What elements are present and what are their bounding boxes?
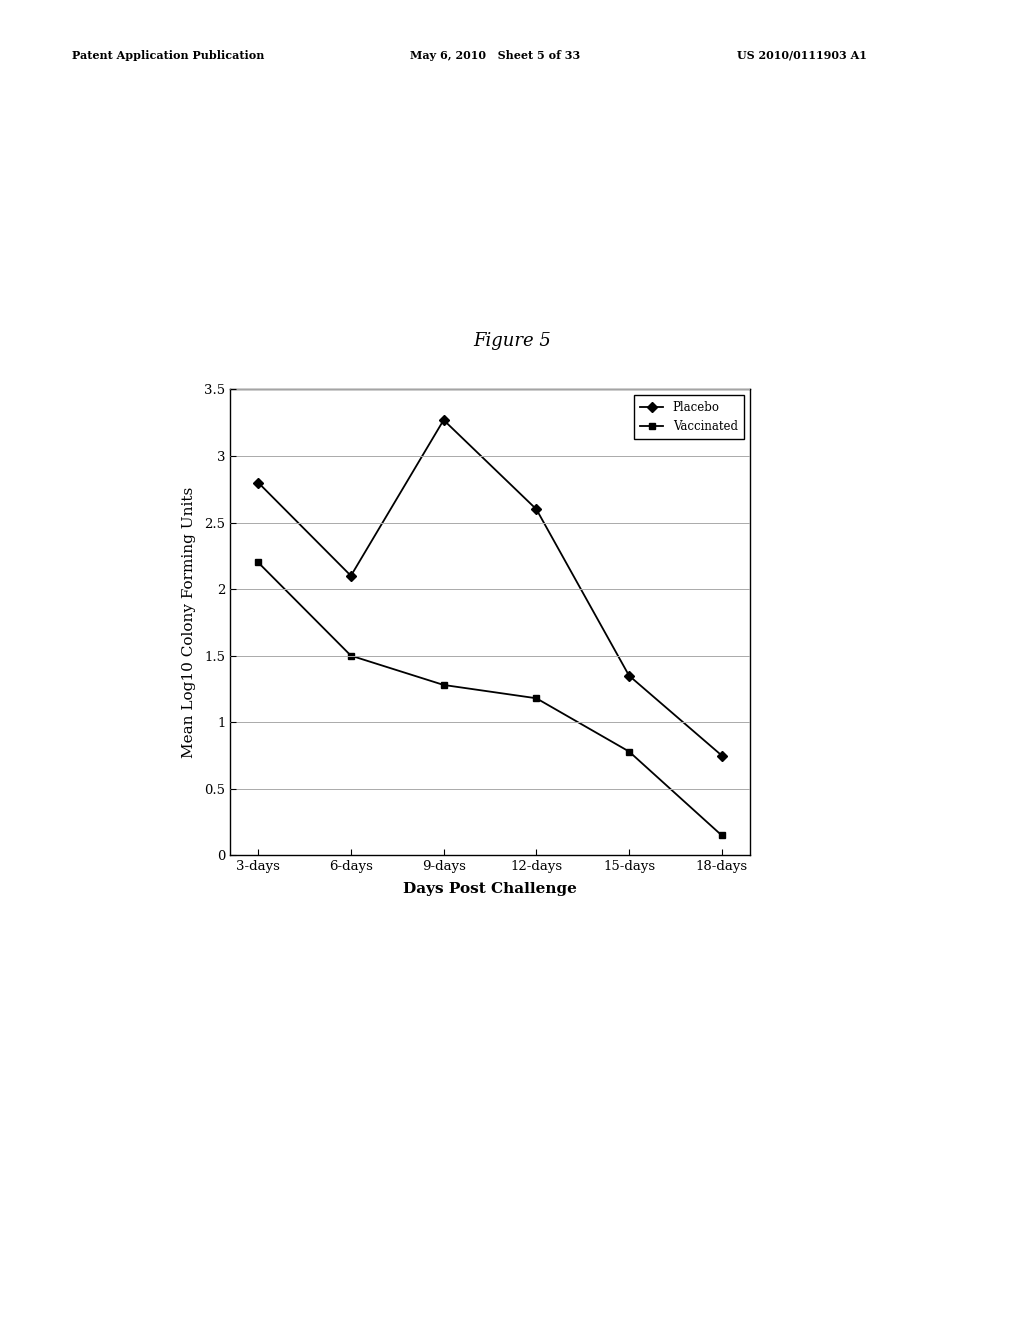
Placebo (345, 568, 357, 583)
Text: US 2010/0111903 A1: US 2010/0111903 A1 (737, 50, 867, 61)
Placebo (252, 475, 264, 491)
Vaccinated (345, 648, 357, 664)
Vaccinated (437, 677, 450, 693)
Placebo (716, 747, 728, 763)
Y-axis label: Mean Log10 Colony Forming Units: Mean Log10 Colony Forming Units (182, 487, 196, 758)
Text: Figure 5: Figure 5 (473, 331, 551, 350)
Line: Placebo: Placebo (255, 417, 725, 759)
Line: Vaccinated: Vaccinated (255, 558, 725, 840)
Placebo (437, 412, 450, 428)
Vaccinated (716, 828, 728, 843)
Legend: Placebo, Vaccinated: Placebo, Vaccinated (634, 395, 743, 440)
Placebo (530, 502, 543, 517)
Text: Patent Application Publication: Patent Application Publication (72, 50, 264, 61)
Vaccinated (530, 690, 543, 706)
X-axis label: Days Post Challenge: Days Post Challenge (403, 882, 577, 895)
Vaccinated (252, 554, 264, 570)
Vaccinated (623, 743, 635, 759)
Text: May 6, 2010   Sheet 5 of 33: May 6, 2010 Sheet 5 of 33 (410, 50, 580, 61)
Placebo (623, 668, 635, 684)
